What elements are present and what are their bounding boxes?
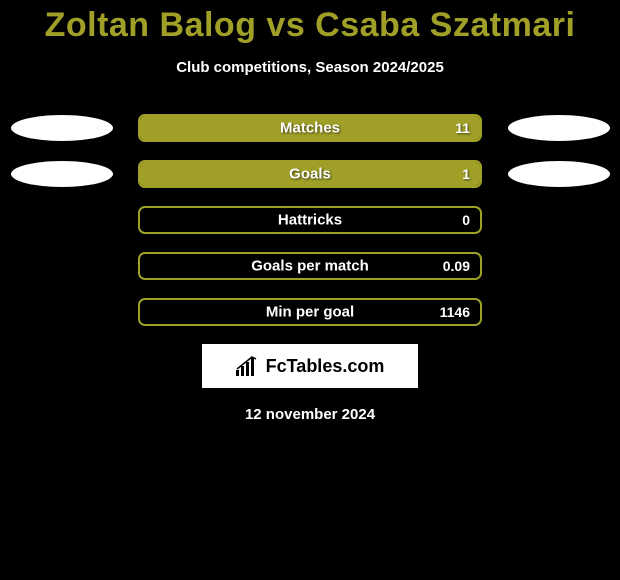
left-player-bubble xyxy=(9,161,114,187)
stat-row: Min per goal 1146 xyxy=(0,298,620,326)
stat-row: Matches 11 xyxy=(0,114,620,142)
left-player-bubble xyxy=(9,115,114,141)
stat-value: 0.09 xyxy=(443,258,470,274)
stat-value: 0 xyxy=(462,212,470,228)
ellipse-icon xyxy=(11,161,113,187)
generated-date: 12 november 2024 xyxy=(0,406,620,423)
stat-row: Goals per match 0.09 xyxy=(0,252,620,280)
right-player-bubble xyxy=(506,161,611,187)
branding-panel: FcTables.com xyxy=(202,344,418,388)
stat-row: Hattricks 0 xyxy=(0,206,620,234)
stat-bar: Matches 11 xyxy=(138,114,482,142)
page-subtitle: Club competitions, Season 2024/2025 xyxy=(0,59,620,76)
stat-label: Hattricks xyxy=(278,212,342,229)
stat-label: Goals per match xyxy=(251,258,369,275)
ellipse-icon xyxy=(11,115,113,141)
branding-label: FcTables.com xyxy=(236,356,385,377)
ellipse-icon xyxy=(508,115,610,141)
ellipse-icon xyxy=(508,161,610,187)
branding-text: FcTables.com xyxy=(266,356,385,377)
stat-label: Matches xyxy=(280,120,340,137)
right-player-bubble xyxy=(506,115,611,141)
stat-label: Min per goal xyxy=(266,304,354,321)
stat-bar: Goals 1 xyxy=(138,160,482,188)
stat-bar: Goals per match 0.09 xyxy=(138,252,482,280)
signal-bars-icon xyxy=(236,356,260,376)
stats-rows: Matches 11 Goals 1 Hattricks 0 Goals per match… xyxy=(0,114,620,326)
stat-value: 11 xyxy=(455,120,470,136)
stat-row: Goals 1 xyxy=(0,160,620,188)
page-title: Zoltan Balog vs Csaba Szatmari xyxy=(0,0,620,45)
stat-bar: Min per goal 1146 xyxy=(138,298,482,326)
stat-bar: Hattricks 0 xyxy=(138,206,482,234)
stat-label: Goals xyxy=(289,166,331,183)
stat-value: 1146 xyxy=(440,304,470,320)
stat-value: 1 xyxy=(462,166,470,182)
